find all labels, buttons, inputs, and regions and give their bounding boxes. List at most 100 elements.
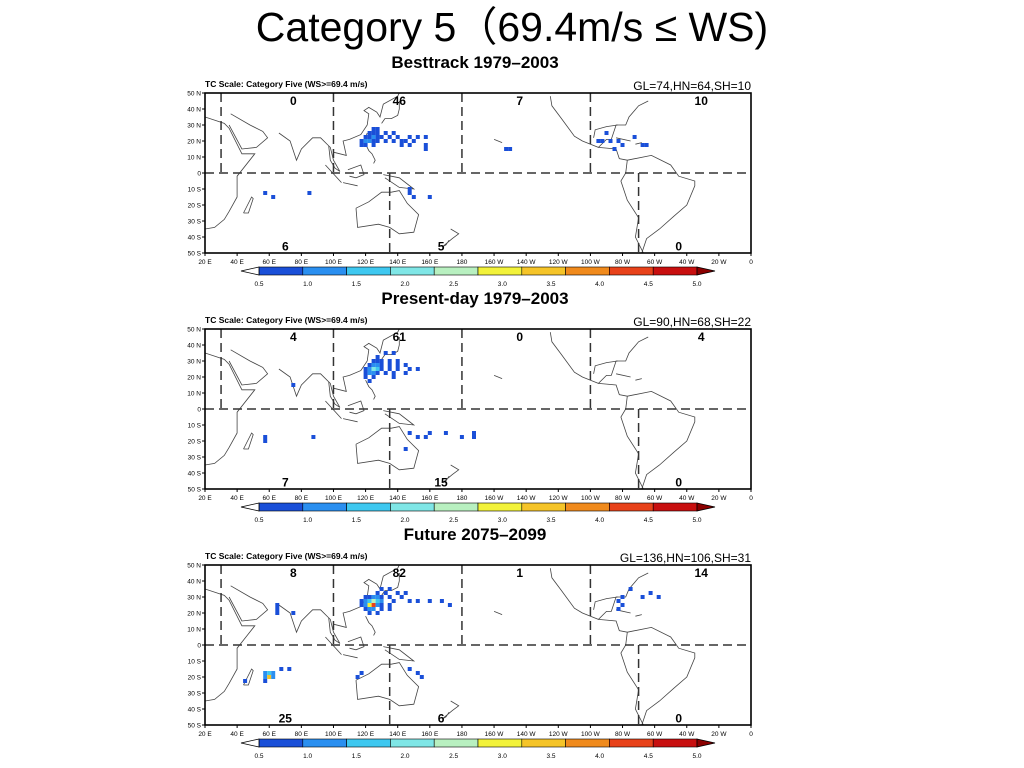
colorbar-swatch — [652, 738, 698, 748]
heatmap-cell — [263, 675, 268, 679]
coastline — [343, 654, 358, 659]
coastline — [493, 611, 503, 615]
heatmap-cell — [628, 587, 633, 591]
colorbar-swatch — [477, 738, 523, 748]
heatmap-cell — [411, 195, 416, 199]
basin-count-label: 46 — [393, 94, 407, 108]
x-tick-label: 100 E — [325, 731, 343, 738]
colorbar-tick-label: 0.5 — [254, 281, 263, 288]
x-tick-label: 160 E — [421, 731, 439, 738]
colorbar-tick-label: 1.5 — [352, 517, 361, 524]
coastline — [442, 228, 460, 247]
colorbar-tick-label: 1.0 — [303, 281, 312, 288]
heatmap-cell — [423, 143, 428, 147]
heatmap-cell — [379, 363, 384, 367]
panel-stats: GL=90,HN=68,SH=22 — [633, 315, 751, 329]
heatmap-cell — [367, 611, 372, 615]
heatmap-cell — [383, 131, 388, 135]
heatmap-cell — [620, 595, 625, 599]
coastline — [228, 585, 269, 622]
panel-stats: GL=74,HN=64,SH=10 — [633, 79, 751, 93]
x-tick-label: 80 W — [615, 731, 631, 738]
colorbar-tick-label: 2.5 — [449, 517, 458, 524]
heatmap-cell — [415, 435, 420, 439]
colorbar-swatch — [433, 738, 479, 748]
heatmap-cell — [604, 131, 609, 135]
x-tick-label: 160 W — [485, 259, 505, 266]
heatmap-cell — [367, 139, 372, 143]
basin-count-label: 10 — [695, 94, 709, 108]
heatmap-cell — [391, 371, 396, 375]
y-tick-label: 30 S — [188, 455, 202, 462]
heatmap-cell — [379, 587, 384, 591]
colorbar-swatch — [346, 738, 391, 748]
coastline — [598, 147, 628, 161]
x-tick-label: 140 E — [389, 259, 407, 266]
y-tick-label: 50 S — [188, 723, 202, 730]
heatmap-cell — [379, 367, 384, 371]
coastline — [205, 352, 256, 466]
y-tick-label: 50 N — [187, 563, 201, 570]
colorbar-low-arrow — [240, 738, 260, 748]
x-tick-label: 20 E — [198, 495, 212, 502]
x-tick-label: 100 E — [325, 495, 343, 502]
basin-count-label: 1 — [516, 566, 523, 580]
heatmap-cell — [427, 195, 432, 199]
y-tick-label: 10 S — [188, 423, 202, 430]
colorbar-swatch — [521, 266, 566, 276]
heatmap-cell — [415, 599, 420, 603]
heatmap-cell — [371, 143, 376, 147]
heatmap-cell — [459, 435, 464, 439]
chart-panel-besttrack: Besttrack 1979–2003 TC Scale: Category Fi… — [187, 53, 753, 288]
colorbar-tick-label: 0.5 — [254, 753, 263, 760]
heatmap-cell — [371, 367, 376, 371]
heatmap-cell — [423, 135, 428, 139]
heatmap-cell — [371, 599, 376, 603]
x-tick-label: 160 W — [485, 495, 505, 502]
coastline — [365, 144, 376, 164]
coastline — [325, 164, 342, 183]
heatmap-cell — [596, 139, 601, 143]
x-tick-label: 120 E — [357, 259, 375, 266]
heatmap-cell — [379, 135, 384, 139]
coastline — [347, 164, 365, 179]
heatmap-cell — [359, 603, 364, 607]
heatmap-cell — [375, 371, 380, 375]
heatmap-cell — [263, 439, 268, 443]
basin-count-label: 7 — [516, 94, 523, 108]
colorbar-swatch — [565, 738, 610, 748]
heatmap-cell — [612, 147, 617, 151]
colorbar-swatch — [390, 738, 435, 748]
heatmap-cell — [291, 611, 296, 615]
heatmap-cell — [391, 131, 396, 135]
panel-subtitle: TC Scale: Category Five (WS>=69.4 m/s) — [205, 551, 368, 561]
colorbar-tick-label: 5.0 — [692, 281, 701, 288]
heatmap-cell — [363, 603, 368, 607]
coastline — [493, 375, 503, 379]
coastline — [228, 113, 269, 150]
heatmap-cell — [271, 195, 276, 199]
coastline — [627, 390, 696, 489]
heatmap-cell — [387, 363, 392, 367]
x-tick-label: 80 W — [615, 259, 631, 266]
heatmap-cell — [371, 139, 376, 143]
y-tick-label: 20 S — [188, 203, 202, 210]
heatmap-cell — [443, 431, 448, 435]
x-tick-label: 140 W — [517, 495, 537, 502]
heatmap-cell — [399, 143, 404, 147]
basin-count-label: 4 — [698, 330, 705, 344]
coastline — [325, 400, 342, 419]
colorbar-swatch — [521, 738, 566, 748]
heatmap-cell — [407, 187, 412, 191]
heatmap-cell — [391, 599, 396, 603]
heatmap-cell — [423, 435, 428, 439]
chart-panel-present-day: Present-day 1979–2003 TC Scale: Category … — [187, 289, 753, 524]
heatmap-cell — [403, 139, 408, 143]
heatmap-cell — [379, 607, 384, 611]
panel-title: Besttrack 1979–2003 — [391, 53, 558, 72]
y-tick-label: 50 N — [187, 327, 201, 334]
basin-count-label: 6 — [438, 712, 445, 726]
colorbar-swatch — [346, 502, 391, 512]
panel-subtitle: TC Scale: Category Five (WS>=69.4 m/s) — [205, 79, 368, 89]
heatmap-cell — [367, 135, 372, 139]
